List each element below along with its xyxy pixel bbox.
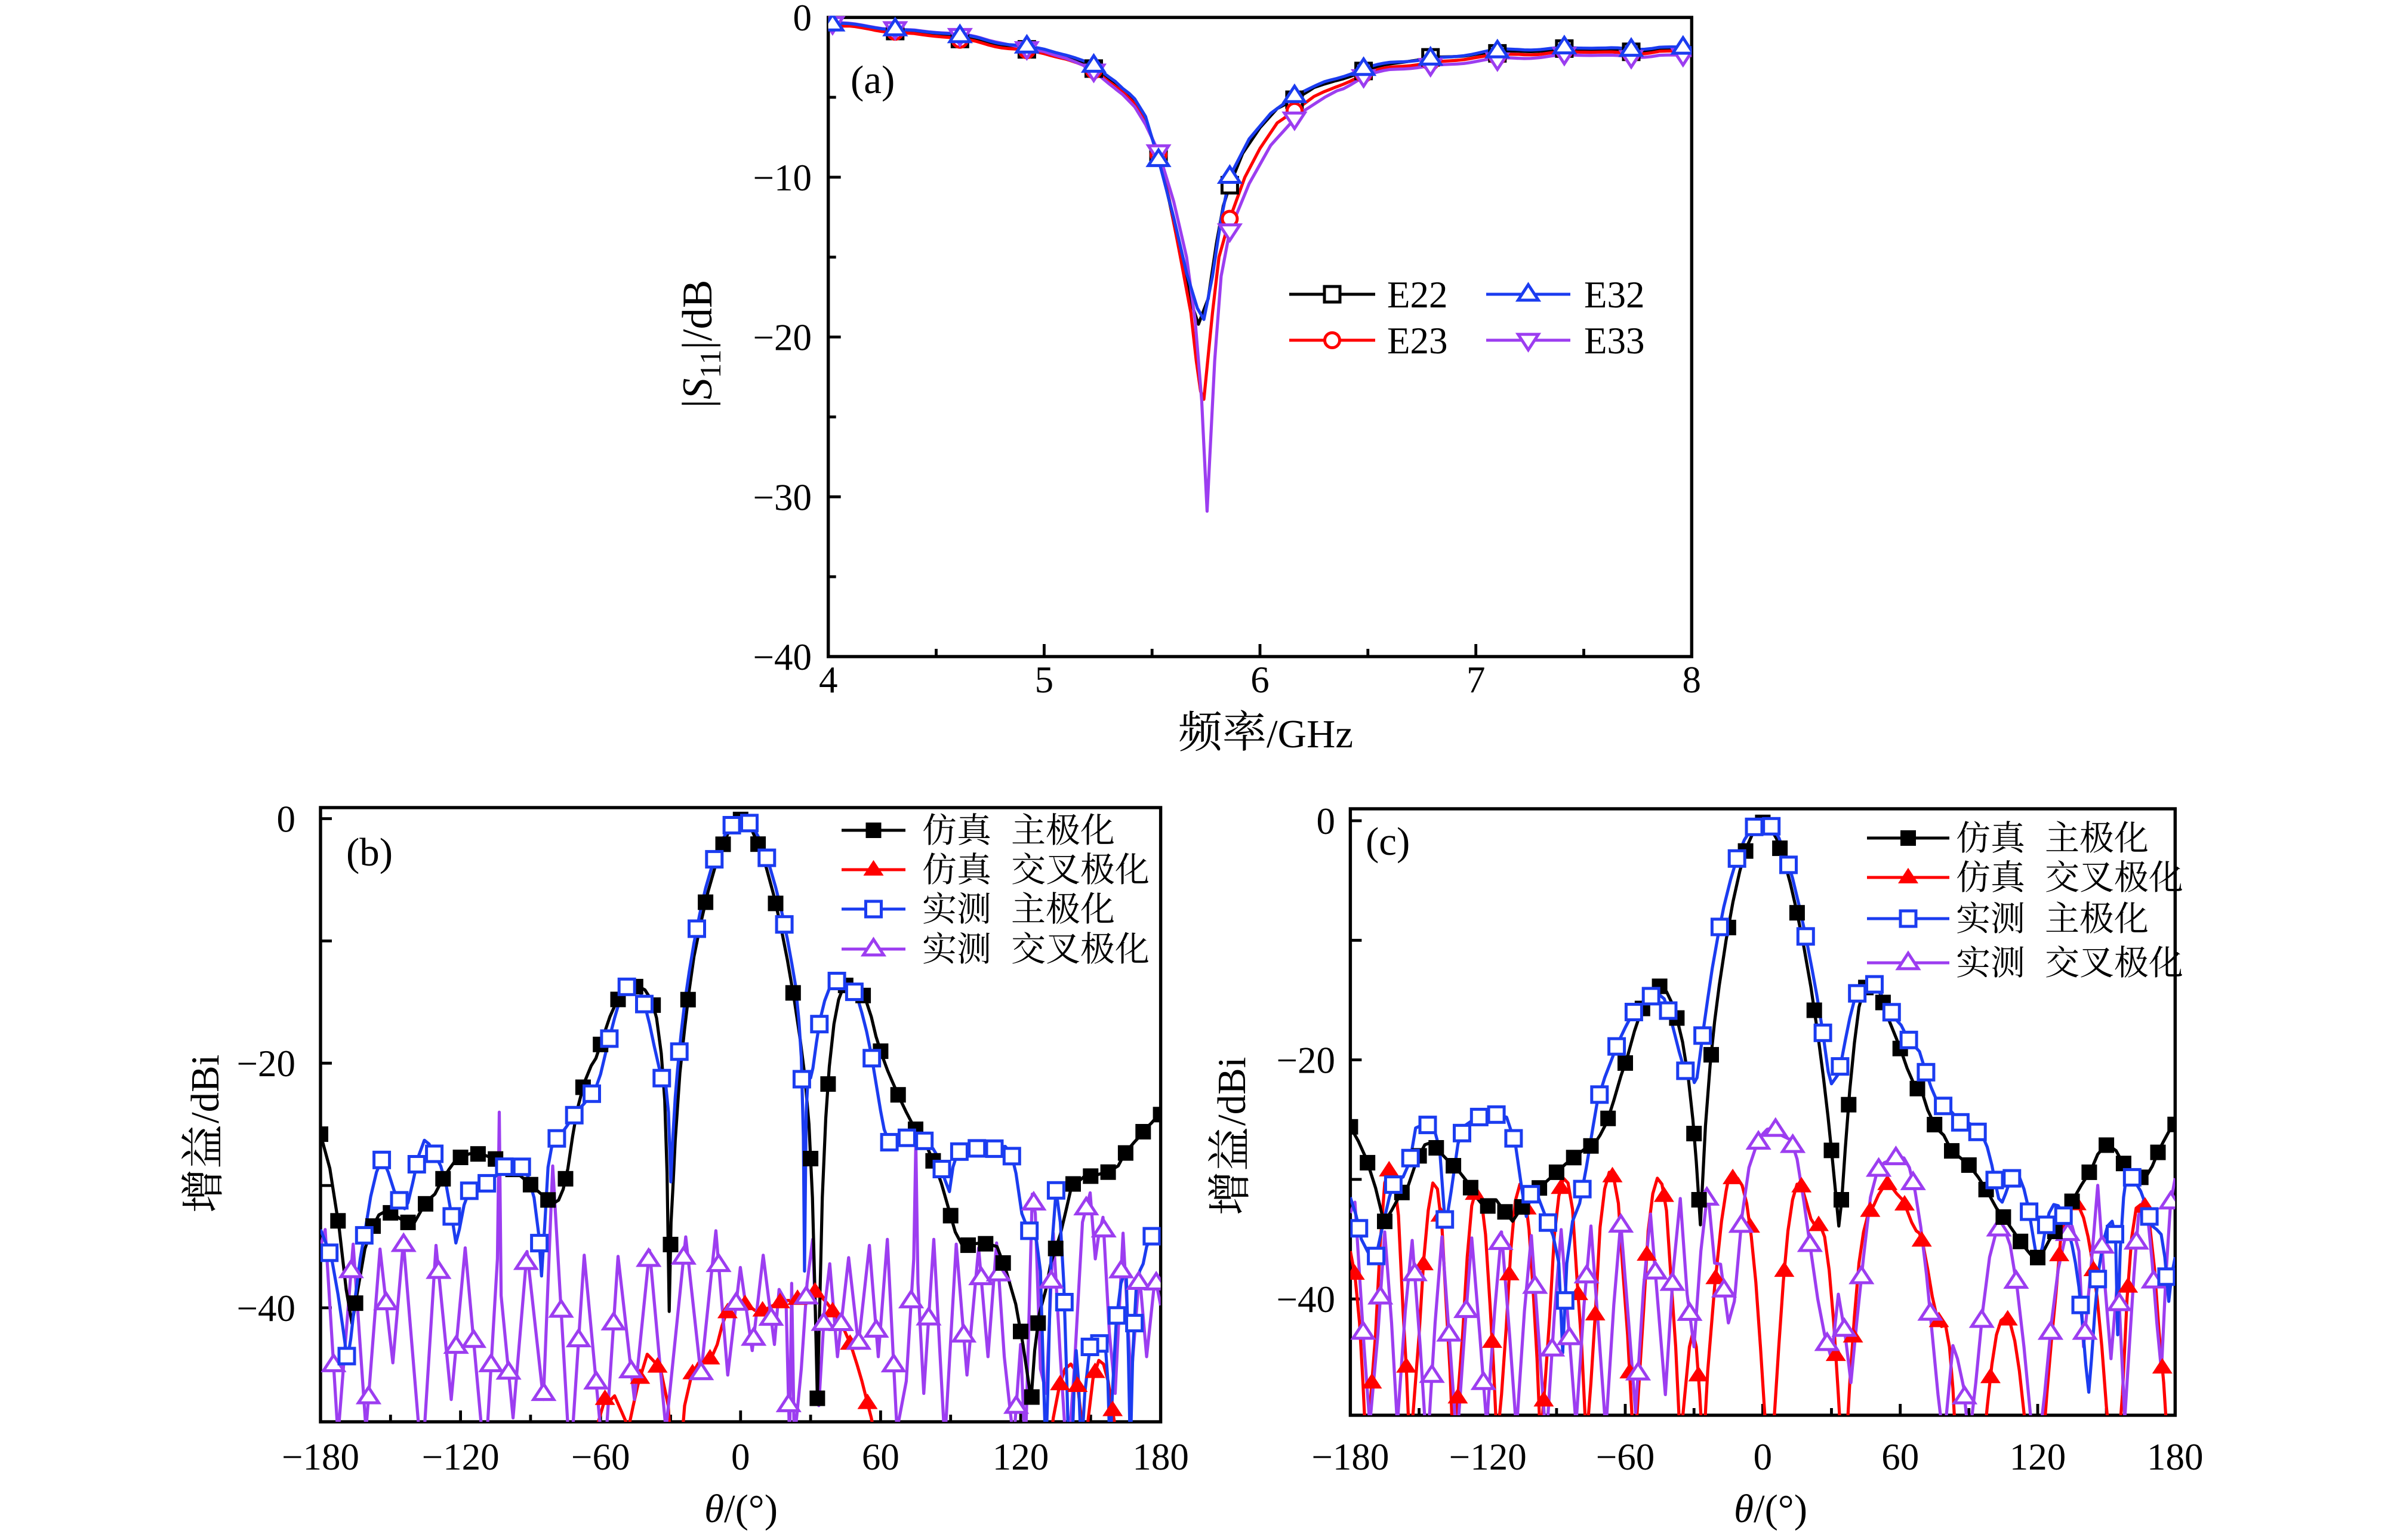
svg-text:−120: −120 (422, 1436, 500, 1478)
svg-text:0: 0 (277, 799, 296, 840)
svg-text:180: 180 (2147, 1436, 2204, 1478)
svg-text:(c): (c) (1366, 820, 1410, 864)
svg-text:−180: −180 (282, 1436, 359, 1478)
svg-text:8: 8 (1683, 659, 1702, 701)
svg-text:−40: −40 (1276, 1279, 1335, 1320)
svg-text:−20: −20 (1276, 1040, 1335, 1082)
svg-text:|S11|/dB: |S11|/dB (674, 280, 727, 408)
svg-text:E22: E22 (1387, 274, 1447, 316)
svg-text:0: 0 (793, 0, 812, 39)
svg-text:0: 0 (731, 1436, 750, 1478)
svg-text:−120: −120 (1449, 1436, 1527, 1478)
svg-text:120: 120 (2010, 1436, 2066, 1478)
svg-text:−40: −40 (753, 636, 812, 678)
svg-text:−180: −180 (1311, 1436, 1389, 1478)
svg-text:7: 7 (1466, 659, 1486, 701)
svg-text:4: 4 (819, 659, 838, 701)
svg-text:/(°): /(°) (1754, 1487, 1807, 1531)
svg-text:−40: −40 (236, 1288, 295, 1329)
svg-text:/dBi: /dBi (183, 1055, 227, 1123)
svg-text:−20: −20 (753, 317, 812, 359)
svg-text:/dBi: /dBi (1210, 1057, 1254, 1126)
svg-text:θ: θ (1734, 1487, 1754, 1531)
svg-text:5: 5 (1035, 659, 1054, 701)
svg-text:−60: −60 (1596, 1436, 1655, 1478)
svg-text:60: 60 (1881, 1436, 1919, 1478)
svg-text:(b): (b) (346, 830, 393, 874)
svg-text:6: 6 (1250, 659, 1270, 701)
svg-text:−10: −10 (753, 157, 812, 199)
svg-text:(a): (a) (851, 58, 895, 102)
svg-text:E33: E33 (1584, 320, 1644, 362)
svg-text:180: 180 (1132, 1436, 1189, 1478)
svg-text:/GHz: /GHz (1267, 712, 1353, 756)
svg-text:60: 60 (862, 1436, 899, 1478)
svg-text:E23: E23 (1387, 320, 1447, 362)
svg-text:−20: −20 (236, 1043, 295, 1085)
svg-text:0: 0 (1754, 1436, 1773, 1478)
svg-text:−30: −30 (753, 476, 812, 518)
svg-text:/(°): /(°) (724, 1487, 778, 1531)
svg-text:−60: −60 (571, 1436, 630, 1478)
svg-text:0: 0 (1317, 800, 1336, 842)
svg-text:θ: θ (704, 1487, 724, 1531)
svg-text:120: 120 (993, 1436, 1049, 1478)
svg-text:E32: E32 (1584, 274, 1644, 316)
